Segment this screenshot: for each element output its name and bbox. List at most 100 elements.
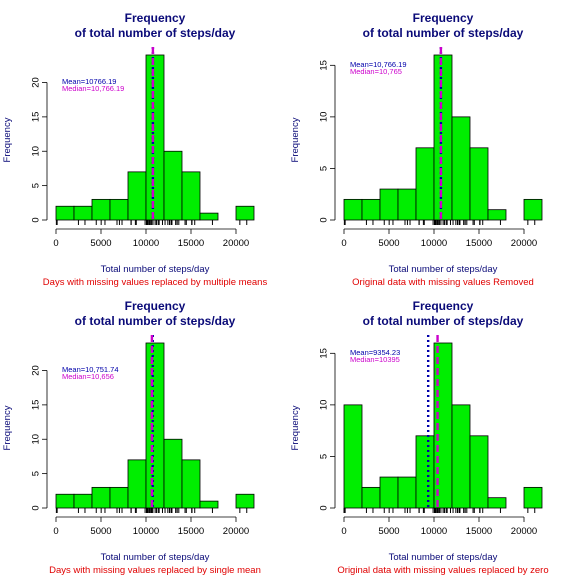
histogram-bar [397, 188, 417, 221]
chart-title-line-1: Frequency [413, 299, 474, 313]
x-tick-label: 10000 [421, 238, 447, 249]
histogram-bar [235, 493, 255, 509]
x-tick-label: 20000 [511, 526, 537, 537]
histogram-bar [379, 476, 399, 509]
chart-title-line-2: of total number of steps/day [363, 26, 524, 40]
histogram-bar [361, 198, 381, 221]
histogram-bar [163, 438, 183, 509]
histogram-bar [145, 54, 165, 221]
median-label: Median=10395 [350, 355, 400, 364]
y-tick-label: 10 [319, 400, 330, 411]
histogram-bar [487, 209, 507, 221]
histogram-bar [451, 404, 471, 509]
chart-title-line-1: Frequency [125, 299, 186, 313]
mean-label: Mean=10,751.74 [62, 365, 119, 374]
y-axis-label: Frequency [290, 405, 301, 450]
x-tick-label: 0 [341, 526, 346, 537]
y-tick-label: 10 [319, 112, 330, 123]
x-axis-label: Total number of steps/day [389, 264, 498, 275]
histogram-bar [415, 435, 435, 509]
y-tick-label: 15 [319, 60, 330, 71]
mean-label: Mean=9354.23 [350, 348, 400, 357]
histogram-bar [451, 116, 471, 221]
histogram-bar [109, 198, 129, 221]
x-tick-label: 5000 [90, 238, 111, 249]
y-tick-label: 10 [31, 146, 42, 157]
histogram-bar [343, 198, 363, 221]
y-tick-label: 0 [31, 217, 42, 222]
x-tick-label: 10000 [421, 526, 447, 537]
x-tick-label: 20000 [223, 526, 249, 537]
y-tick-label: 0 [31, 505, 42, 510]
x-tick-label: 0 [53, 238, 58, 249]
histogram-bar [91, 198, 111, 221]
median-label: Median=10,766.19 [62, 84, 124, 93]
x-axis-label: Total number of steps/day [101, 264, 210, 275]
chart-title-line-2: of total number of steps/day [363, 314, 524, 328]
chart-subtitle: Original data with missing values Remove… [352, 277, 534, 288]
x-tick-label: 0 [53, 526, 58, 537]
histogram-bar [145, 342, 165, 509]
histogram-bar [235, 205, 255, 221]
histogram-bar [91, 486, 111, 509]
chart-title-line-1: Frequency [125, 11, 186, 25]
y-tick-label: 5 [31, 471, 42, 476]
x-tick-label: 5000 [378, 238, 399, 249]
histogram-bar [127, 459, 147, 509]
x-tick-label: 15000 [466, 238, 492, 249]
x-axis-label: Total number of steps/day [389, 552, 498, 563]
histogram-bar [469, 435, 489, 509]
y-tick-label: 20 [31, 77, 42, 88]
histogram-bar [73, 493, 93, 509]
y-tick-label: 15 [319, 348, 330, 359]
histogram-bar [181, 459, 201, 509]
histogram-bar [343, 404, 363, 509]
y-tick-label: 20 [31, 365, 42, 376]
y-axis-label: Frequency [2, 405, 13, 450]
x-tick-label: 20000 [223, 238, 249, 249]
histogram-bar [55, 493, 75, 509]
chart-subtitle: Days with missing values replaced by mul… [43, 277, 268, 288]
y-axis-label: Frequency [290, 117, 301, 162]
chart-subtitle: Original data with missing values replac… [337, 565, 548, 576]
histogram-bar [523, 486, 543, 509]
histogram-bar [361, 486, 381, 509]
x-tick-label: 10000 [133, 238, 159, 249]
x-tick-label: 20000 [511, 238, 537, 249]
histogram-bar [163, 150, 183, 221]
x-tick-label: 10000 [133, 526, 159, 537]
histogram-bar [73, 205, 93, 221]
chart-subtitle: Days with missing values replaced by sin… [49, 565, 261, 576]
y-tick-label: 0 [319, 217, 330, 222]
x-tick-label: 15000 [178, 238, 204, 249]
y-tick-label: 5 [31, 183, 42, 188]
chart-panel-2: Frequency of total number of steps/day 0 5 1… [290, 11, 543, 288]
y-axis-label: Frequency [2, 117, 13, 162]
mean-label: Mean=10766.19 [62, 77, 116, 86]
median-label: Median=10,765 [350, 67, 402, 76]
mean-label: Mean=10,766.19 [350, 60, 407, 69]
histogram-bar [199, 500, 219, 509]
y-tick-label: 15 [31, 400, 42, 411]
x-tick-label: 0 [341, 238, 346, 249]
histogram-bar [523, 198, 543, 221]
histogram-bar [127, 171, 147, 221]
histogram-bar [199, 212, 219, 221]
histogram-bar [469, 147, 489, 221]
histogram-bar [415, 147, 435, 221]
histogram-bar [55, 205, 75, 221]
y-tick-label: 5 [319, 454, 330, 459]
y-tick-label: 15 [31, 112, 42, 123]
histogram-bar [109, 486, 129, 509]
histogram-bar [397, 476, 417, 509]
histogram-bar [181, 171, 201, 221]
chart-title-line-2: of total number of steps/day [75, 26, 236, 40]
y-tick-label: 5 [319, 166, 330, 171]
histogram-bar [487, 497, 507, 509]
histogram-bar [379, 188, 399, 221]
